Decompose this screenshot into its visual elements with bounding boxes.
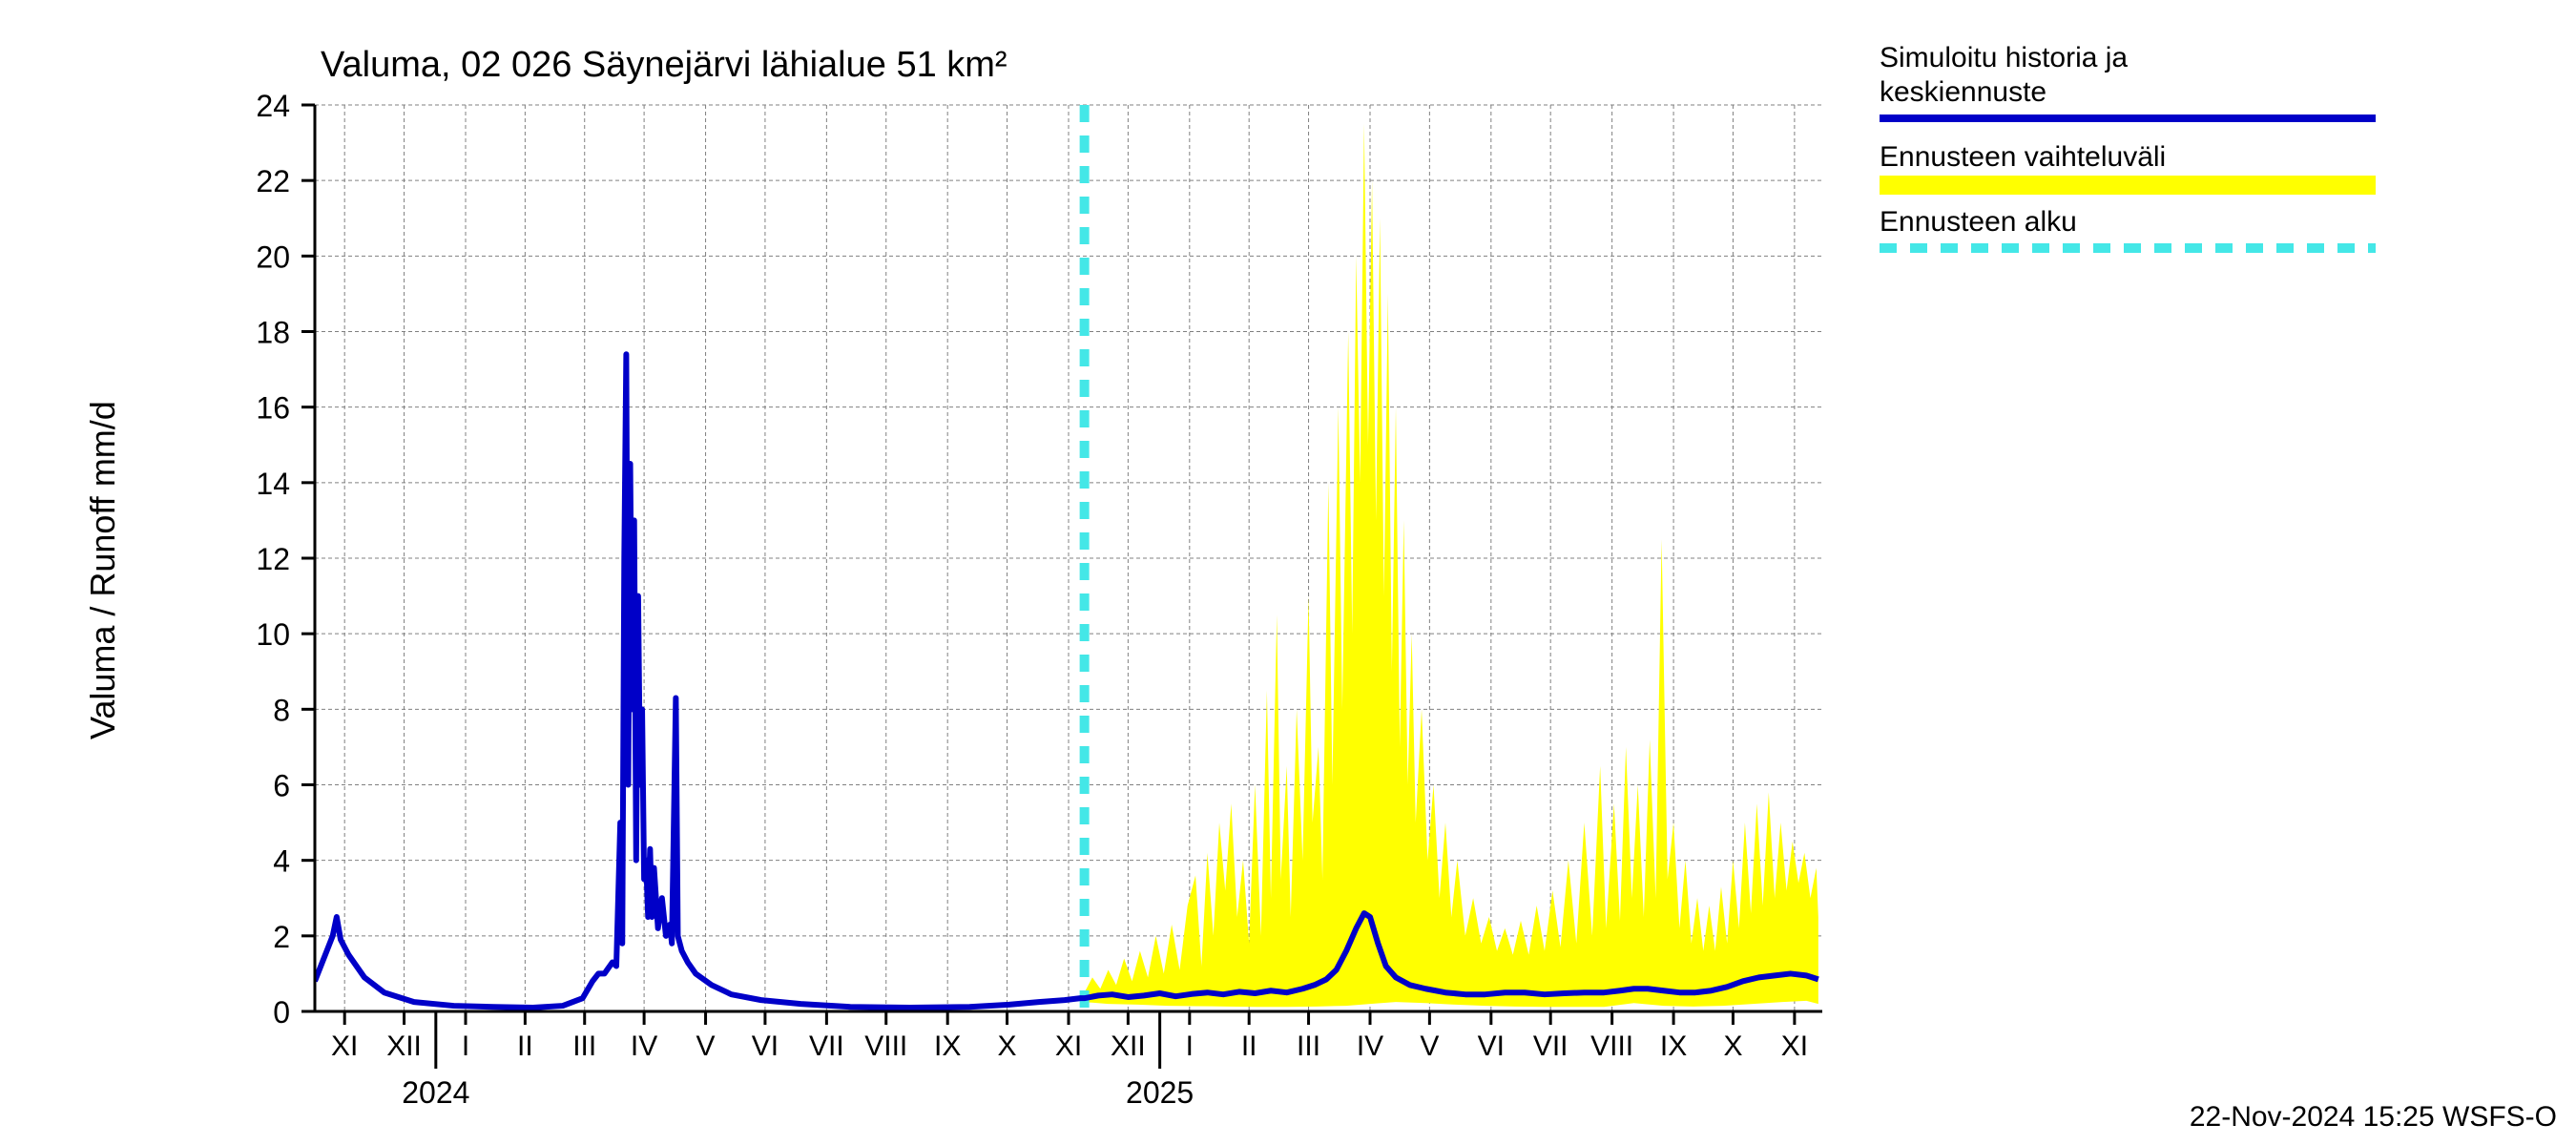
xtick-month-label: VII <box>809 1030 844 1062</box>
xtick-month-label: VI <box>1478 1030 1505 1062</box>
xtick-month-label: VI <box>752 1030 779 1062</box>
xtick-month-label: XI <box>1781 1030 1808 1062</box>
legend-swatch-fill <box>1880 176 2376 195</box>
chart-title: Valuma, 02 026 Säynejärvi lähialue 51 km… <box>321 45 1008 85</box>
xtick-month-label: III <box>1297 1030 1320 1062</box>
runoff-chart: 024681012141618202224XIXIIIIIIIIIVVVIVII… <box>0 0 2576 1145</box>
ytick-label: 6 <box>273 769 290 803</box>
ytick-label: 12 <box>256 542 290 576</box>
xtick-month-label: IX <box>934 1030 961 1062</box>
ytick-label: 16 <box>256 391 290 426</box>
y-axis-label: Valuma / Runoff mm/d <box>83 401 122 739</box>
ytick-label: 22 <box>256 164 290 198</box>
xtick-month-label: XII <box>386 1030 422 1062</box>
ytick-label: 4 <box>273 844 290 879</box>
xtick-month-label: IV <box>1357 1030 1383 1062</box>
ytick-label: 24 <box>256 89 290 123</box>
xtick-month-label: XII <box>1111 1030 1146 1062</box>
ytick-label: 18 <box>256 316 290 350</box>
xtick-month-label: I <box>1186 1030 1194 1062</box>
legend-label: Ennusteen alku <box>1880 206 2077 238</box>
xtick-month-label: I <box>462 1030 469 1062</box>
chart-footer: 22-Nov-2024 15:25 WSFS-O <box>2190 1101 2557 1133</box>
xtick-month-label: IV <box>631 1030 657 1062</box>
xtick-month-label: XI <box>331 1030 358 1062</box>
legend-label: keskiennuste <box>1880 76 2046 108</box>
xtick-month-label: V <box>696 1030 716 1062</box>
ytick-label: 10 <box>256 617 290 652</box>
xtick-month-label: X <box>1723 1030 1742 1062</box>
ytick-label: 20 <box>256 239 290 274</box>
xtick-year-label: 2025 <box>1126 1075 1194 1110</box>
xtick-month-label: IX <box>1660 1030 1687 1062</box>
ytick-label: 14 <box>256 467 290 501</box>
ytick-label: 8 <box>273 693 290 727</box>
ytick-label: 2 <box>273 920 290 954</box>
xtick-month-label: VIII <box>1590 1030 1633 1062</box>
ytick-label: 0 <box>273 995 290 1030</box>
xtick-month-label: VII <box>1533 1030 1568 1062</box>
xtick-month-label: III <box>572 1030 596 1062</box>
xtick-year-label: 2024 <box>402 1075 469 1110</box>
legend-label: Ennusteen vaihteluväli <box>1880 141 2166 173</box>
xtick-month-label: XI <box>1055 1030 1082 1062</box>
xtick-month-label: V <box>1420 1030 1439 1062</box>
chart-svg: 024681012141618202224XIXIIIIIIIIIVVVIVII… <box>0 0 2576 1145</box>
xtick-month-label: VIII <box>864 1030 907 1062</box>
xtick-month-label: II <box>517 1030 533 1062</box>
legend-label: Simuloitu historia ja <box>1880 42 2128 73</box>
xtick-month-label: X <box>998 1030 1017 1062</box>
xtick-month-label: II <box>1241 1030 1257 1062</box>
